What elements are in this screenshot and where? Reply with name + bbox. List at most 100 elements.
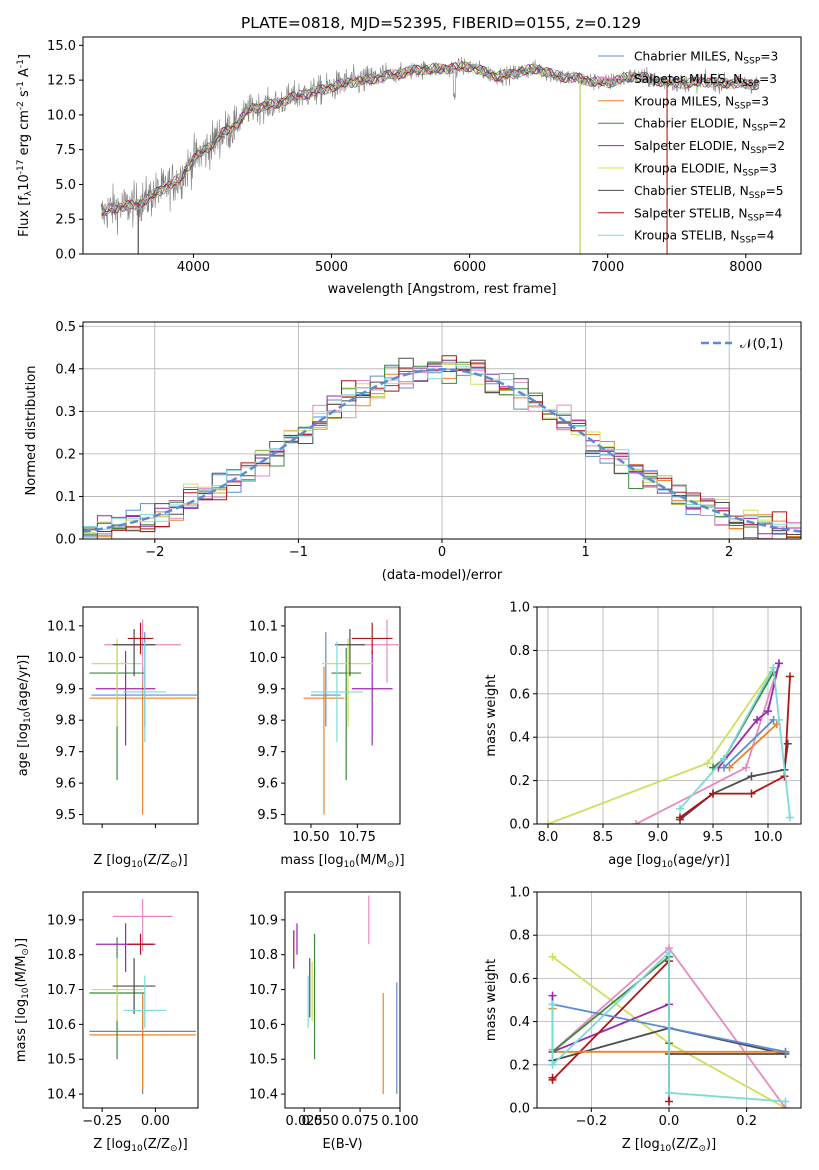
mass-weight-marker bbox=[665, 1097, 673, 1106]
mass-weight-marker bbox=[764, 707, 772, 716]
plot-area bbox=[544, 659, 794, 824]
y-tick-label: 10.5 bbox=[47, 1053, 76, 1068]
mass-weight-marker bbox=[548, 1075, 557, 1084]
plot-area bbox=[89, 619, 198, 815]
y-tick-label: 9.9 bbox=[257, 682, 278, 697]
mass-weight-marker bbox=[769, 663, 778, 672]
x-tick-label: 0.2 bbox=[736, 1114, 757, 1129]
y-tick-label: 0.1 bbox=[55, 490, 76, 505]
mass-weight-line bbox=[728, 723, 778, 769]
y-tick-label: 0.2 bbox=[509, 774, 530, 789]
y-tick-label: 10.8 bbox=[249, 948, 278, 963]
mass-weight-line bbox=[635, 663, 780, 824]
y-tick-label: 9.9 bbox=[55, 682, 76, 697]
x-axis-label: wavelength [Angstrom, rest frame] bbox=[328, 282, 557, 297]
figure-title: PLATE=0818, MJD=52395, FIBERID=0155, z=0… bbox=[241, 14, 641, 32]
x-axis-label: Z [log10(Z/Z⊙)] bbox=[93, 1137, 187, 1154]
y-tick-label: 0.2 bbox=[55, 447, 76, 462]
y-tick-label: 9.7 bbox=[55, 745, 76, 760]
y-tick-label: 0.6 bbox=[509, 972, 530, 987]
y-tick-label: 10.6 bbox=[47, 1018, 76, 1033]
x-axis-label: Z [log10(Z/Z⊙)] bbox=[622, 1137, 716, 1154]
x-tick-label: 8.0 bbox=[538, 830, 559, 845]
x-tick-label: −0.25 bbox=[82, 1114, 122, 1129]
mass-weight-marker bbox=[742, 763, 750, 772]
plot-area bbox=[89, 898, 196, 1095]
mass-weight-marker bbox=[709, 789, 717, 798]
y-tick-label: 10.8 bbox=[47, 948, 76, 963]
axes-frame bbox=[82, 891, 199, 1109]
model-spectrum-line bbox=[101, 62, 760, 220]
x-tick-label: 0 bbox=[438, 545, 446, 560]
axes-frame bbox=[284, 891, 401, 1109]
x-tick-label: 5000 bbox=[315, 260, 348, 275]
y-tick-label: 0.8 bbox=[509, 929, 530, 944]
plot-area bbox=[303, 619, 400, 815]
legend-label: Salpeter ELODIE, NSSP=2 bbox=[634, 139, 785, 156]
x-tick-label: 6000 bbox=[453, 260, 486, 275]
mass-vs-extinction-panel: 0.050 0.075 0.100 0.025 10.4 10.5 10.6 10.7 10.8… bbox=[249, 891, 419, 1152]
legend-label: Kroupa MILES, NSSP=3 bbox=[634, 94, 769, 111]
age-vs-metallicity-panel: 9.5 9.6 9.7 9.8 9.9 10.0 10.1 Z [log10(Z/Z⊙)] ag… bbox=[16, 606, 199, 870]
y-tick-label: 10.7 bbox=[249, 983, 278, 998]
mass-weight-marker bbox=[786, 813, 794, 822]
y-axis-label: mass [log10(M/M⊙)] bbox=[14, 938, 31, 1062]
legend-label: Chabrier ELODIE, NSSP=2 bbox=[634, 117, 786, 134]
y-tick-label: 5.0 bbox=[55, 178, 76, 193]
x-tick-label: 10.75 bbox=[339, 830, 376, 845]
y-tick-label: 0.2 bbox=[509, 1058, 530, 1073]
y-tick-label: 0.0 bbox=[509, 818, 530, 833]
y-tick-label: 1.0 bbox=[509, 886, 530, 901]
mass-vs-metallicity-panel: −0.25 0.00 10.4 10.5 10.6 10.7 10.8 10.9 Z [log1… bbox=[14, 891, 199, 1154]
mass-weight-line bbox=[547, 667, 775, 824]
y-tick-label: 10.7 bbox=[47, 983, 76, 998]
axes-frame bbox=[82, 606, 199, 825]
mass-weight-marker bbox=[703, 759, 712, 768]
residual-panel: −2 −1 0 1 2 0.0 0.1 0.2 0.3 0.4 0.5 (data-model)/er… bbox=[24, 320, 802, 583]
mass-weight-marker bbox=[720, 754, 728, 763]
mass-weight-marker bbox=[753, 715, 761, 724]
mass-weight-marker bbox=[676, 813, 684, 822]
y-tick-label: 0.4 bbox=[509, 1015, 530, 1030]
y-tick-label: 10.4 bbox=[47, 1088, 76, 1103]
mass-weight-line bbox=[712, 671, 775, 769]
legend-label: Chabrier MILES, NSSP=3 bbox=[634, 50, 778, 67]
y-tick-label: 10.9 bbox=[47, 913, 76, 928]
x-tick-label: 0.100 bbox=[381, 1114, 418, 1129]
mass-weight-marker bbox=[676, 804, 684, 813]
y-tick-label: 0.5 bbox=[55, 320, 76, 335]
x-tick-label: 0.075 bbox=[341, 1114, 378, 1129]
axes-frame bbox=[284, 606, 401, 825]
mass-weight-marker bbox=[548, 952, 557, 961]
x-axis-label: Z [log10(Z/Z⊙)] bbox=[93, 853, 187, 870]
mass-weight-line bbox=[552, 1027, 786, 1062]
y-tick-label: 10.1 bbox=[47, 619, 76, 634]
age-vs-mass-panel: 10.50 10.75 9.5 9.6 9.7 9.8 9.9 10.0 10.1 mass [l… bbox=[249, 606, 405, 870]
mass-weight-marker bbox=[720, 763, 728, 772]
x-axis-label: (data-model)/error bbox=[382, 568, 503, 583]
massweight-vs-age-panel: 8.0 8.5 9.0 9.5 10.0 0.0 0.2 0.4 0.6 0.8 1.0 age [l… bbox=[484, 601, 802, 870]
y-tick-label: 9.8 bbox=[257, 714, 278, 729]
y-tick-label: 0.4 bbox=[509, 731, 530, 746]
x-axis-label: mass [log10(M/M⊙)] bbox=[280, 853, 404, 870]
spectrum-panel: 4000 5000 6000 7000 8000 0.0 2.5 5.0 7.5 10.0 12.5… bbox=[16, 36, 802, 297]
y-tick-label: 0.0 bbox=[55, 248, 76, 263]
mass-weight-marker bbox=[747, 772, 756, 781]
mass-weight-marker bbox=[665, 1088, 673, 1097]
massweight-vs-metallicity-panel: −0.2 0.0 0.2 0.0 0.2 0.4 0.6 0.8 1.0 Z [log10(Z/Z… bbox=[484, 886, 802, 1154]
x-tick-label: 2 bbox=[725, 545, 733, 560]
mass-weight-line bbox=[551, 950, 786, 1103]
y-tick-label: 10.9 bbox=[249, 913, 278, 928]
y-tick-label: 9.7 bbox=[257, 745, 278, 760]
mass-weight-marker bbox=[783, 739, 792, 748]
y-tick-label: 9.5 bbox=[55, 808, 76, 823]
plot-area bbox=[293, 895, 398, 1095]
y-tick-label: 2.5 bbox=[55, 213, 76, 228]
x-tick-label: −0.2 bbox=[576, 1114, 608, 1129]
x-tick-label: 8000 bbox=[729, 260, 762, 275]
mass-weight-marker bbox=[548, 1000, 557, 1009]
x-tick-label: −1 bbox=[289, 545, 308, 560]
model-spectrum-line bbox=[101, 61, 760, 214]
y-tick-label: 0.8 bbox=[509, 644, 530, 659]
x-tick-label: 10.0 bbox=[754, 830, 783, 845]
